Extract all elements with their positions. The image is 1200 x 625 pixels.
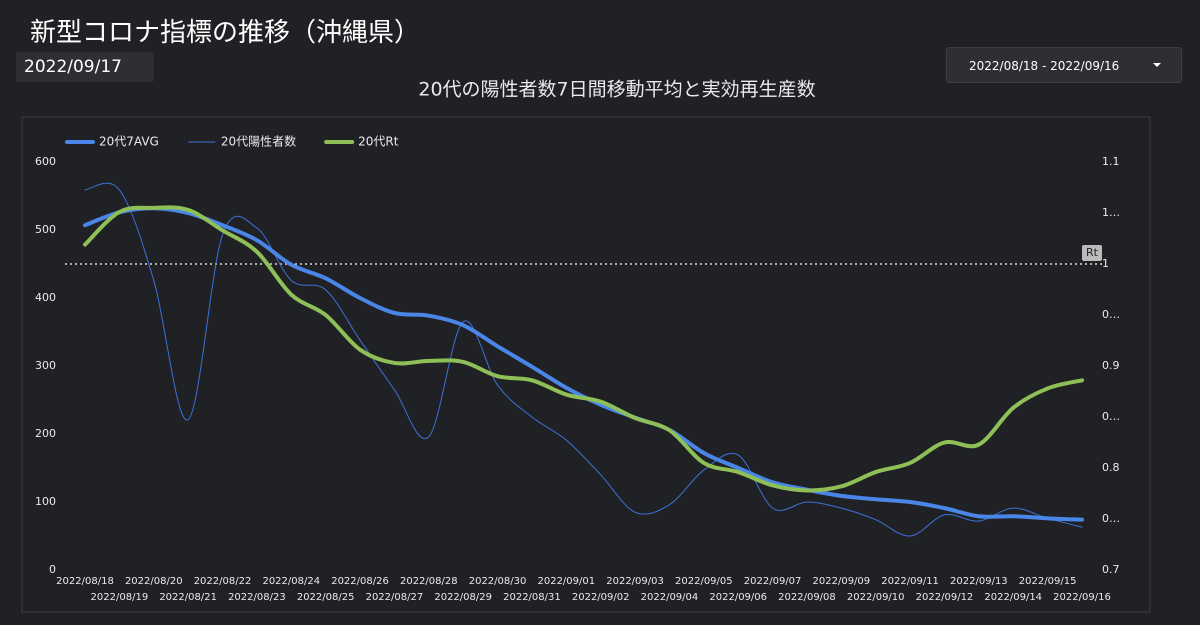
y-tick-label: 600: [35, 155, 56, 168]
chart-panel: [21, 116, 1151, 613]
x-tick-label: 2022/09/09: [813, 576, 871, 587]
x-tick-label: 2022/08/25: [297, 592, 355, 603]
y-tick-label: 300: [35, 359, 56, 372]
y2-tick-label: 0…: [1102, 512, 1120, 525]
x-tick-label: 2022/08/31: [503, 592, 561, 603]
y-tick-label: 200: [35, 427, 56, 440]
y2-tick-label: 1…: [1102, 206, 1120, 219]
x-tick-label: 2022/09/03: [606, 576, 664, 587]
x-tick-label: 2022/08/18: [56, 576, 114, 587]
legend-label: 20代Rt: [358, 135, 399, 149]
x-tick-label: 2022/09/05: [675, 576, 733, 587]
x-tick-label: 2022/09/11: [881, 576, 939, 587]
series-line: [84, 182, 1083, 537]
x-tick-label: 2022/08/30: [469, 576, 527, 587]
y2-tick-label: 0…: [1102, 308, 1120, 321]
series-line: [83, 206, 1084, 522]
y2-tick-label: 0…: [1102, 410, 1120, 423]
x-tick-label: 2022/09/13: [950, 576, 1008, 587]
x-tick-label: 2022/08/20: [125, 576, 183, 587]
y2-tick-label: 0.8: [1102, 461, 1120, 474]
y2-tick-label: 1.1: [1102, 155, 1120, 168]
x-tick-label: 2022/08/19: [91, 592, 149, 603]
x-tick-label: 2022/09/02: [572, 592, 630, 603]
date-box: 2022/09/17: [16, 52, 154, 82]
x-tick-label: 2022/08/28: [400, 576, 458, 587]
legend-label: 20代7AVG: [99, 135, 159, 149]
y2-tick-label: 0.9: [1102, 359, 1120, 372]
x-tick-label: 2022/08/29: [434, 592, 492, 603]
date-range-picker[interactable]: 2022/08/18 - 2022/09/16: [946, 47, 1182, 83]
legend-label: 20代陽性者数: [221, 134, 296, 149]
x-tick-label: 2022/08/23: [228, 592, 286, 603]
x-tick-label: 2022/09/08: [778, 592, 836, 603]
x-tick-label: 2022/09/10: [847, 592, 905, 603]
x-tick-label: 2022/08/27: [366, 592, 424, 603]
y-tick-label: 100: [35, 495, 56, 508]
y-tick-label: 400: [35, 291, 56, 304]
x-tick-label: 2022/09/07: [744, 576, 802, 587]
x-tick-label: 2022/09/06: [709, 592, 767, 603]
y-tick-label: 500: [35, 223, 56, 236]
y-tick-label: 0: [49, 563, 56, 576]
x-tick-label: 2022/09/14: [984, 592, 1042, 603]
x-tick-label: 2022/09/01: [537, 576, 595, 587]
x-tick-label: 2022/08/21: [159, 592, 217, 603]
x-tick-label: 2022/08/24: [262, 576, 320, 587]
reference-label: Rt: [1086, 246, 1099, 259]
x-tick-label: 2022/09/04: [641, 592, 699, 603]
series-line: [83, 205, 1084, 493]
x-tick-label: 2022/09/16: [1053, 592, 1111, 603]
x-tick-label: 2022/08/22: [194, 576, 252, 587]
x-tick-label: 2022/09/15: [1019, 576, 1077, 587]
x-tick-label: 2022/09/12: [916, 592, 974, 603]
page-title: 新型コロナ指標の推移（沖縄県）: [30, 18, 421, 48]
x-tick-label: 2022/08/26: [331, 576, 389, 587]
reference-label-bg: [1082, 245, 1102, 261]
y2-tick-label: 1: [1102, 257, 1109, 270]
chart-title: 20代の陽性者数7日間移動平均と実効再生産数: [418, 79, 815, 101]
y2-tick-label: 0.7: [1102, 563, 1120, 576]
